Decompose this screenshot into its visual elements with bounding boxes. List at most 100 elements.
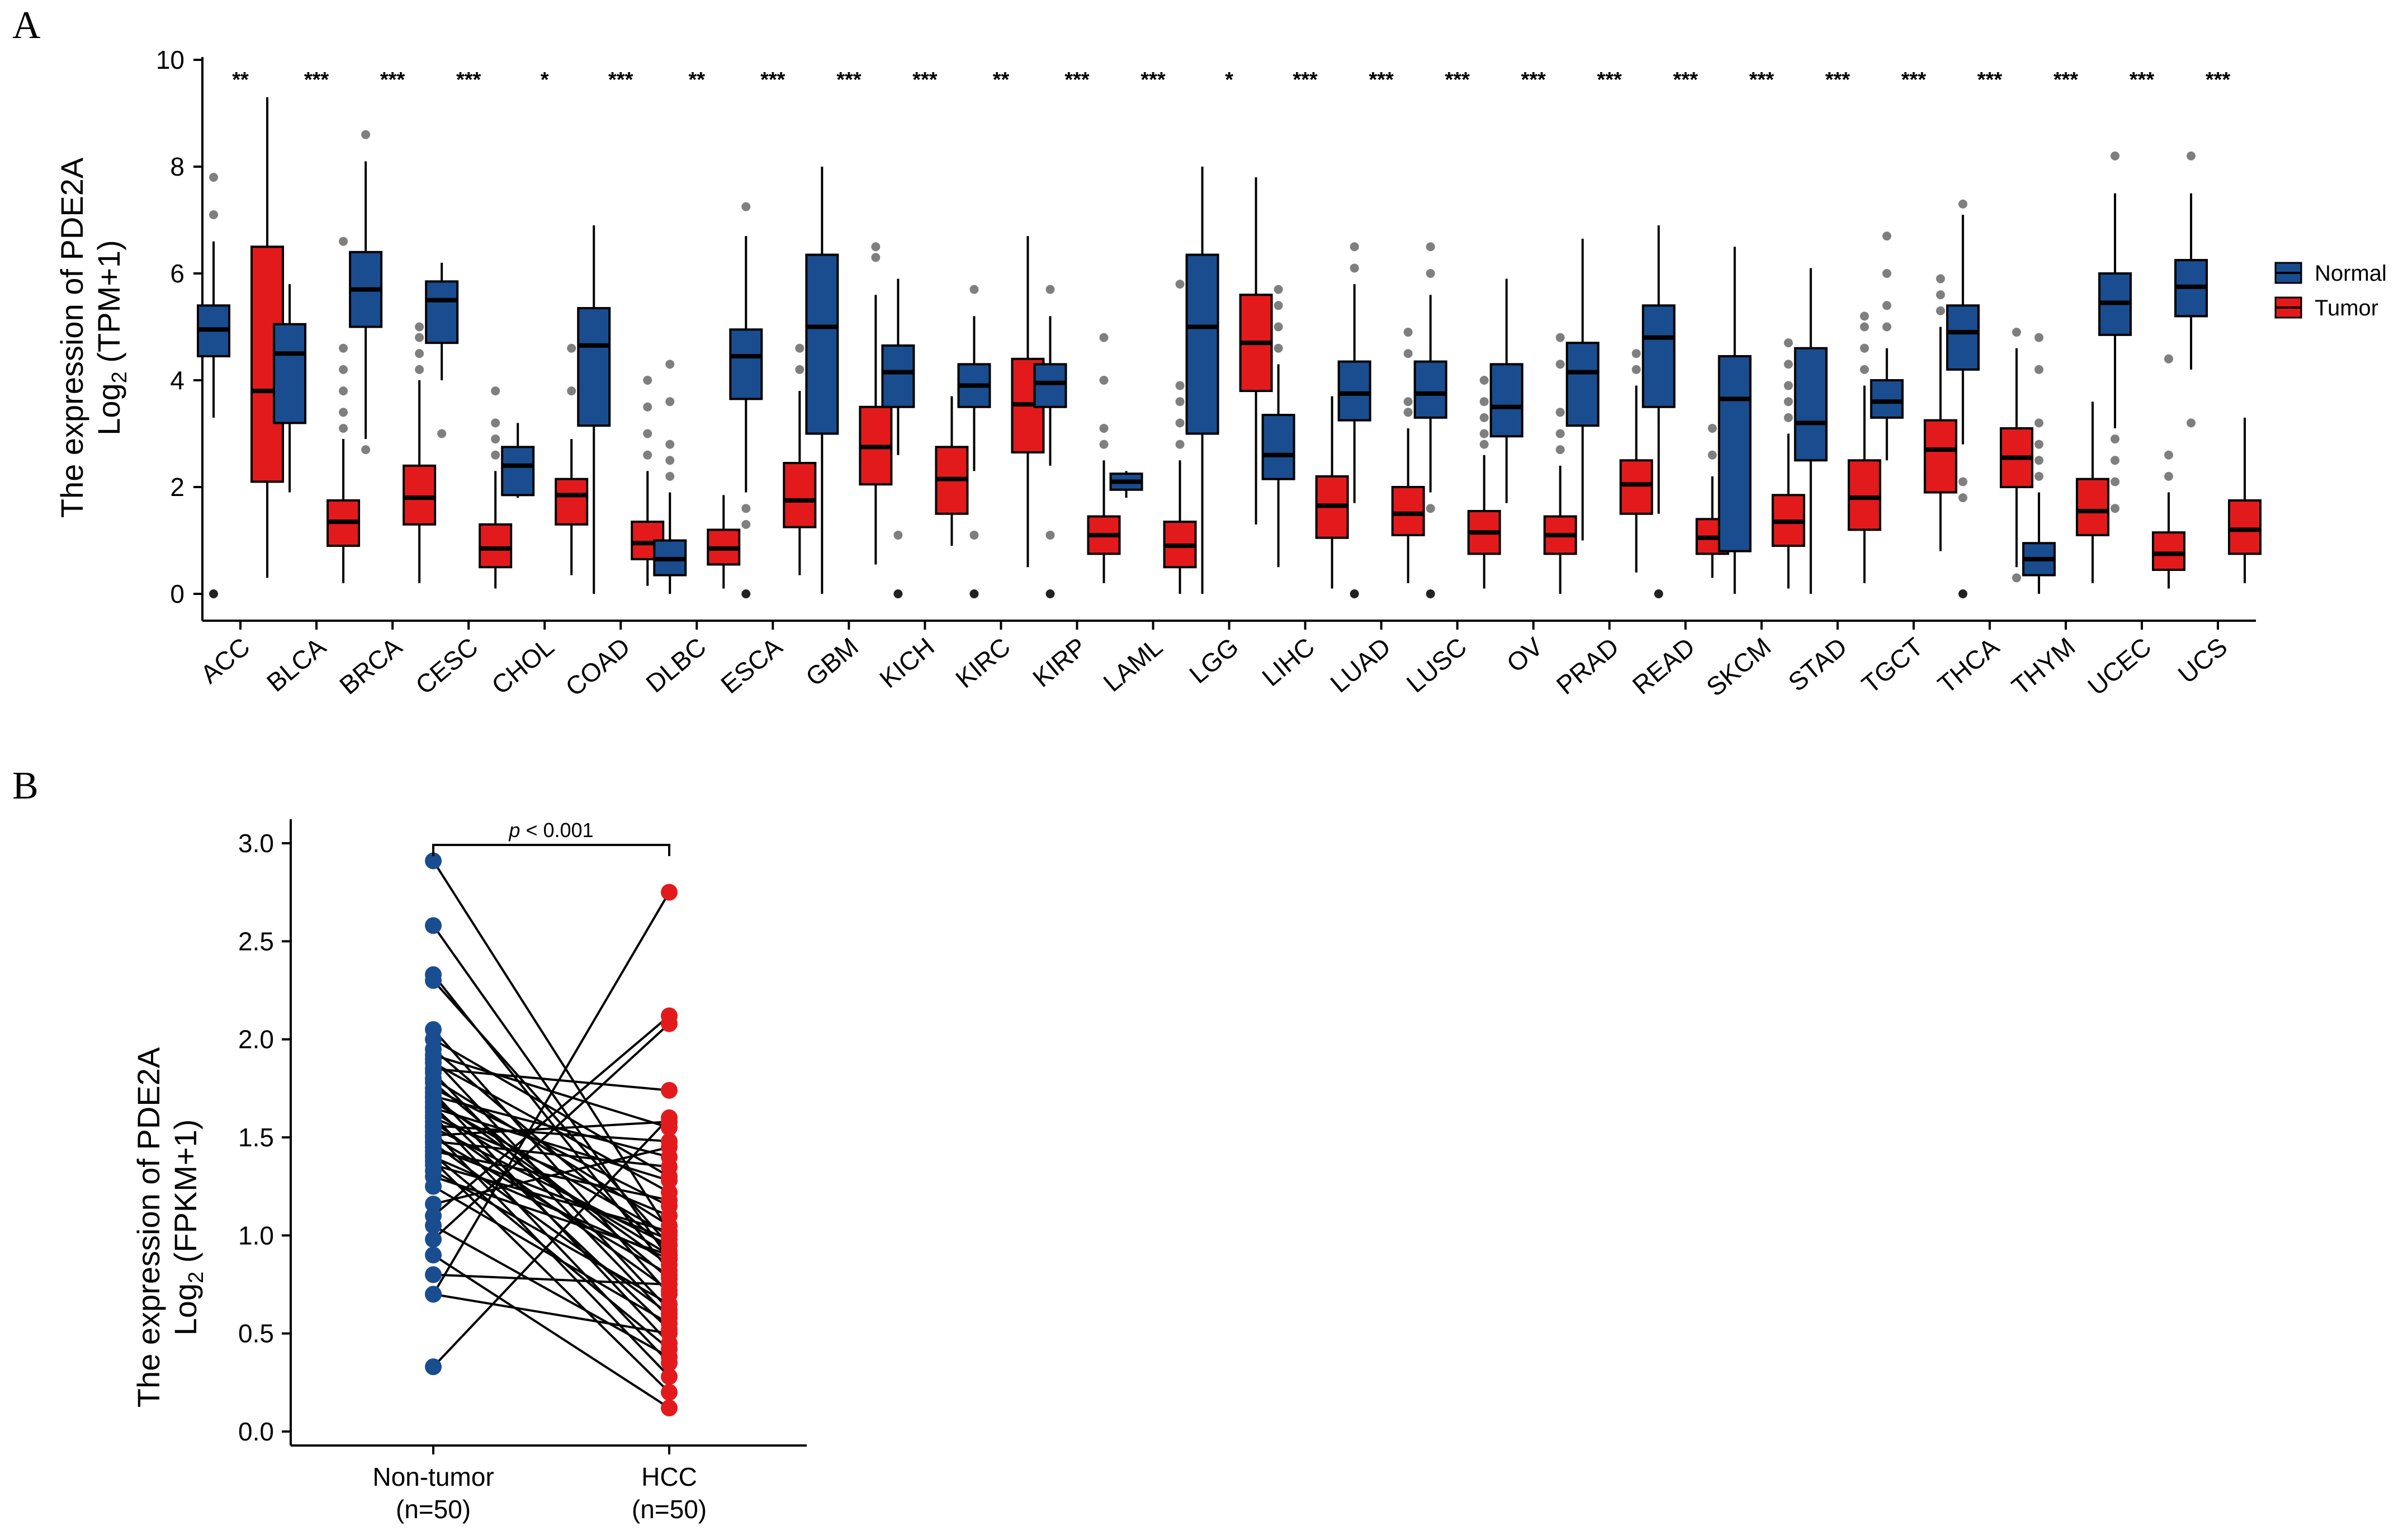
- significance-thym: ***: [2054, 68, 2079, 92]
- outlier-point: [1860, 343, 1869, 353]
- outlier-point: [1958, 477, 1967, 486]
- non-tumor-point: [425, 1358, 442, 1376]
- iqr-box: [1619, 459, 1653, 515]
- outlier-point: [1882, 322, 1891, 332]
- significance-laml: ***: [1141, 68, 1166, 92]
- outlier-point: [209, 589, 219, 598]
- panel-a-y-tick-label: 0: [170, 579, 184, 608]
- outlier-point: [969, 530, 979, 540]
- box-ucs-tumor: [2227, 417, 2262, 583]
- significance-kirp: ***: [1065, 68, 1090, 92]
- significance-lihc: ***: [1293, 68, 1318, 92]
- group-label-non-tumor: Non-tumor: [372, 1462, 494, 1491]
- legend-label-normal: Normal: [2315, 261, 2387, 286]
- panel-b-y-title-unit: (FPKM+1): [168, 1119, 203, 1272]
- significance-read: ***: [1673, 68, 1699, 92]
- panel-a-y-title-sub: 2: [108, 371, 131, 383]
- outlier-point: [1274, 285, 1283, 294]
- outlier-point: [665, 397, 675, 407]
- significance-lgg: *: [1225, 68, 1233, 92]
- outlier-point: [567, 386, 576, 396]
- pair-line: [432, 1254, 670, 1409]
- outlier-point: [2110, 456, 2120, 465]
- category-label-kich: KICH: [874, 632, 940, 693]
- category-label-thca: THCA: [1932, 632, 2005, 700]
- outlier-point: [1350, 263, 1359, 273]
- iqr-box: [1565, 342, 1600, 427]
- pair-line: [433, 1126, 670, 1246]
- significance-ov: ***: [1521, 68, 1546, 92]
- pair-line: [433, 1067, 670, 1092]
- outlier-point: [339, 386, 348, 396]
- outlier-point: [643, 450, 652, 460]
- outlier-point: [1958, 493, 1967, 503]
- outlier-point: [1274, 301, 1283, 310]
- pair-line: [433, 1124, 670, 1143]
- outlier-point: [1654, 589, 1663, 598]
- panel-b-y-title-line2: Log2 (FPKM+1): [168, 1119, 208, 1336]
- box-ucec-tumor: [2151, 354, 2185, 589]
- group-n-non-tumor: (n=50): [396, 1495, 471, 1524]
- panel-b-y-title-sub: 2: [184, 1272, 208, 1283]
- pair-line: [432, 1048, 670, 1252]
- category-label-coad: COAD: [560, 632, 635, 702]
- outlier-point: [567, 343, 576, 353]
- outlier-point: [415, 365, 424, 374]
- iqr-box: [729, 328, 763, 400]
- outlier-point: [1783, 413, 1793, 422]
- outlier-point: [1555, 333, 1565, 342]
- box-thca-tumor: [1999, 328, 2033, 583]
- outlier-point: [2110, 504, 2120, 513]
- hcc-point: [661, 1246, 678, 1264]
- outlier-point: [1555, 429, 1565, 438]
- outlier-point: [437, 429, 447, 438]
- category-label-chol: CHOL: [486, 632, 559, 700]
- significance-brca: ***: [380, 68, 405, 92]
- hcc-point: [661, 1109, 678, 1126]
- iqr-box: [2075, 478, 2109, 536]
- outlier-point: [339, 343, 348, 353]
- iqr-box: [479, 523, 513, 569]
- category-label-prad: PRAD: [1551, 632, 1624, 700]
- non-tumor-point: [425, 1286, 442, 1303]
- box-dlbc-normal: [653, 360, 687, 594]
- significance-esca: ***: [760, 68, 786, 92]
- outlier-point: [741, 589, 751, 598]
- panel-b-y-title-log: Log: [168, 1283, 203, 1335]
- outlier-point: [1783, 360, 1793, 369]
- iqr-box: [2227, 499, 2262, 555]
- significance-tgct: ***: [1901, 68, 1927, 92]
- box-kirc-normal: [957, 285, 991, 598]
- p-value-text: < 0.001: [520, 819, 593, 842]
- iqr-box: [1413, 360, 1447, 419]
- box-lusc-normal: [1413, 242, 1447, 598]
- outlier-point: [491, 434, 500, 444]
- outlier-point: [1631, 365, 1641, 374]
- pair-line: [432, 1078, 670, 1227]
- box-coad-normal: [577, 225, 611, 594]
- box-lgg-tumor: [1239, 177, 1273, 525]
- category-label-esca: ESCA: [715, 632, 788, 700]
- outlier-point: [1555, 445, 1565, 455]
- pair-line: [432, 1115, 670, 1364]
- panel-b-y-tick-label: 0.5: [238, 1319, 274, 1348]
- outlier-point: [1045, 589, 1055, 598]
- category-label-laml: LAML: [1097, 632, 1167, 697]
- outlier-point: [1783, 381, 1793, 390]
- outlier-point: [665, 360, 675, 369]
- box-cesc-tumor: [479, 386, 513, 589]
- iqr-box: [501, 446, 535, 497]
- outlier-point: [415, 349, 424, 358]
- iqr-box: [1391, 486, 1425, 536]
- box-thca-normal: [1946, 199, 1980, 598]
- outlier-point: [2034, 440, 2043, 449]
- outlier-point: [1175, 397, 1185, 407]
- outlier-point: [1783, 338, 1793, 348]
- category-label-ov: OV: [1501, 632, 1549, 678]
- outlier-point: [1350, 242, 1359, 252]
- significance-prad: ***: [1597, 68, 1622, 92]
- outlier-point: [361, 445, 371, 455]
- panel-b-y-tick-label: 0.0: [238, 1417, 274, 1446]
- pair-line: [433, 1101, 670, 1237]
- outlier-point: [1936, 306, 1945, 315]
